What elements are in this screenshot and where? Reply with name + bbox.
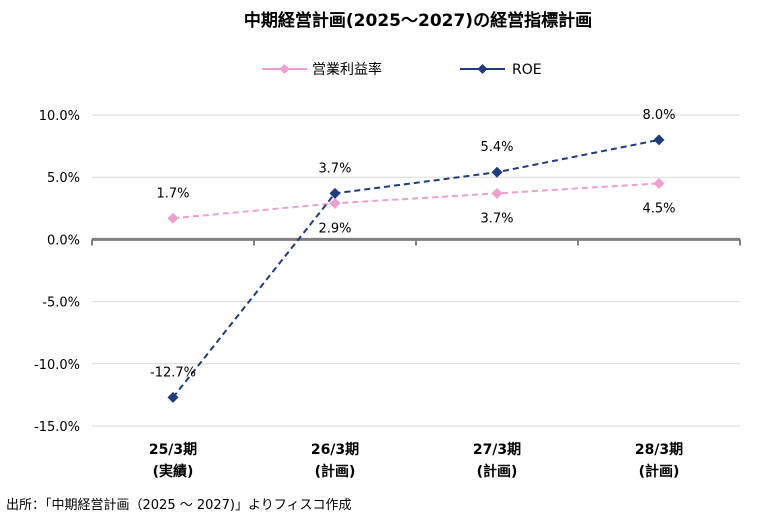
data-point-marker <box>653 177 665 189</box>
data-label: 5.4% <box>480 140 513 155</box>
data-point-marker <box>653 134 665 146</box>
x-category-sublabel: (計画) <box>639 463 680 480</box>
y-tick-label: -10.0% <box>34 358 80 373</box>
data-point-marker <box>491 166 503 178</box>
y-axis-ticks: 10.0% 5.0% 0.0% -5.0% -10.0% -15.0% <box>34 109 80 435</box>
series-lines <box>172 138 660 399</box>
y-tick-label: -15.0% <box>34 420 80 435</box>
series-line-0 <box>172 182 660 220</box>
chart-title: 中期経営計画(2025～2027)の経営指標計画 <box>244 10 592 31</box>
data-label: 3.7% <box>480 211 513 226</box>
data-label: -12.7% <box>150 365 196 380</box>
data-point-marker <box>167 212 179 224</box>
data-label: 3.7% <box>318 161 351 176</box>
data-point-marker <box>329 197 341 209</box>
series-markers <box>167 134 665 403</box>
legend-label-roe: ROE <box>512 62 542 78</box>
y-tick-label: 10.0% <box>39 109 80 124</box>
x-axis-categories: 25/3期 (実績) 26/3期 (計画) 27/3期 (計画) 28/3期 (計画) <box>149 442 683 480</box>
data-point-marker <box>329 187 341 199</box>
x-category-sublabel: (実績) <box>153 463 194 480</box>
data-label: 4.5% <box>642 201 675 216</box>
x-category-label: 25/3期 <box>149 442 197 458</box>
source-note: 出所：「中期経営計画（2025 ～ 2027)」よりフィスコ作成 <box>6 497 352 513</box>
data-point-marker <box>491 187 503 199</box>
y-tick-label: 0.0% <box>47 233 80 248</box>
series-line-1 <box>172 138 660 399</box>
zero-axis <box>91 237 741 246</box>
legend-marker <box>279 64 290 74</box>
data-labels: 1.7% 2.9% 3.7% 4.5% -12.7% 3.7% 5.4% 8.0% <box>150 108 676 381</box>
y-tick-label: 5.0% <box>47 171 80 186</box>
data-label: 2.9% <box>318 221 351 236</box>
legend-item-roe: ROE <box>460 62 542 78</box>
legend-item-operating-margin: 営業利益率 <box>262 61 382 78</box>
data-label: 1.7% <box>156 186 189 201</box>
x-category-label: 28/3期 <box>635 442 683 458</box>
legend-label-operating-margin: 営業利益率 <box>312 61 382 78</box>
x-category-label: 27/3期 <box>473 442 521 458</box>
x-category-sublabel: (計画) <box>315 463 356 480</box>
legend-marker <box>477 64 488 74</box>
x-category-sublabel: (計画) <box>477 463 518 480</box>
legend: 営業利益率 ROE <box>262 61 542 78</box>
data-point-marker <box>167 391 179 403</box>
y-tick-label: -5.0% <box>42 296 80 311</box>
x-category-label: 26/3期 <box>311 442 359 458</box>
data-label: 8.0% <box>642 108 675 123</box>
